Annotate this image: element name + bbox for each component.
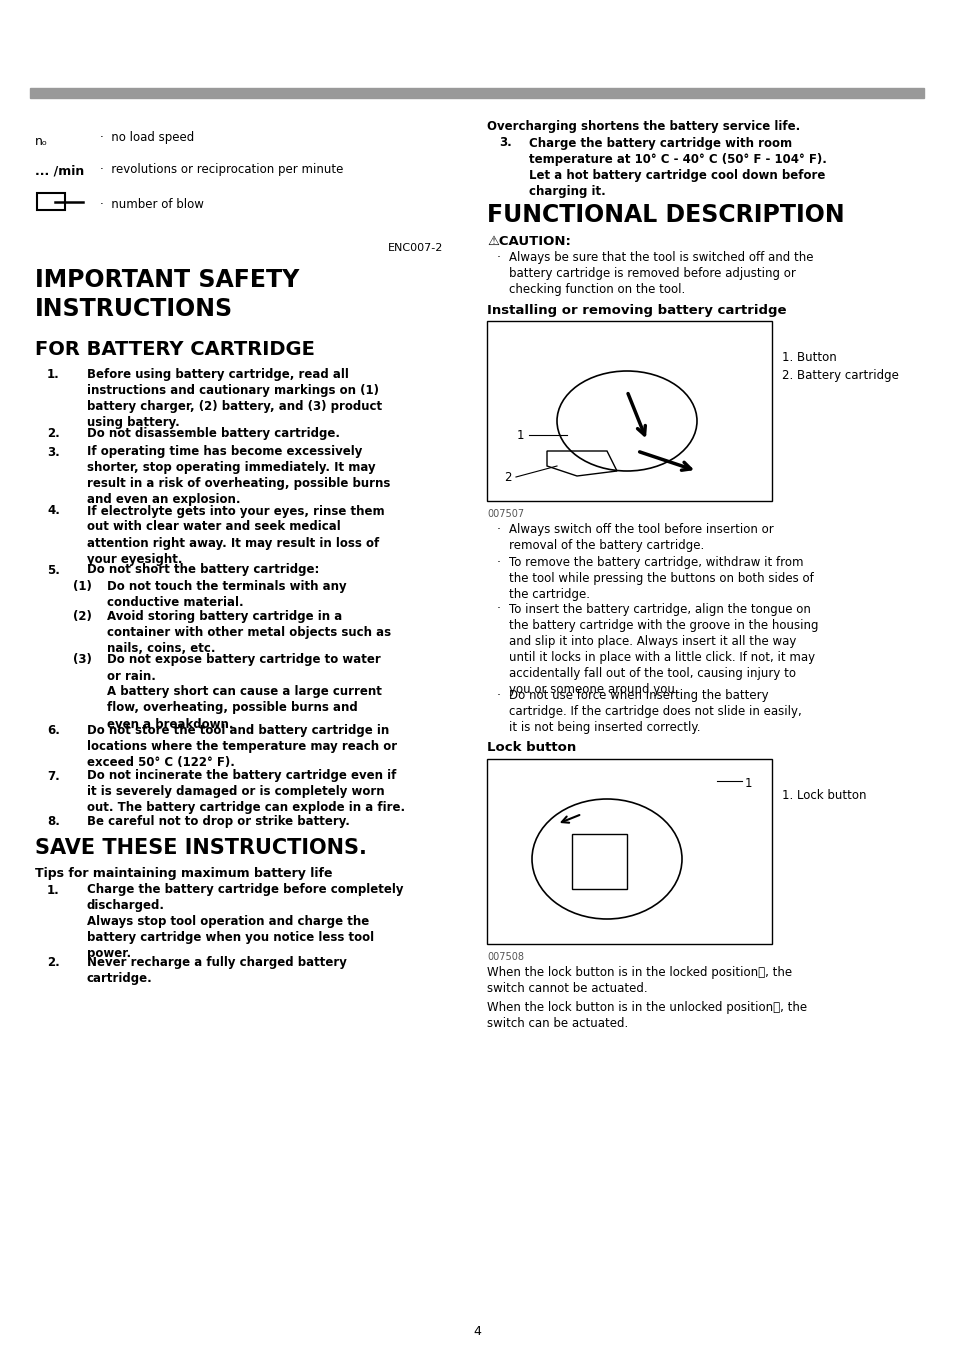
Text: 1: 1 [517,430,524,442]
Text: Lock button: Lock button [486,741,576,753]
Text: Avoid storing battery cartridge in a
container with other metal objects such as
: Avoid storing battery cartridge in a con… [107,610,391,654]
Text: 6.: 6. [47,724,60,737]
Text: Never recharge a fully charged battery
cartridge.: Never recharge a fully charged battery c… [87,957,347,985]
Text: (1): (1) [73,580,91,593]
Text: ·: · [497,252,500,264]
Text: When the lock button is in the locked positionⓂ, the
switch cannot be actuated.: When the lock button is in the locked po… [486,966,791,995]
Text: If operating time has become excessively
shorter, stop operating immediately. It: If operating time has become excessively… [87,446,390,507]
Text: Charge the battery cartridge with room
temperature at 10° C - 40° C (50° F - 104: Charge the battery cartridge with room t… [529,137,826,198]
Text: 2.: 2. [47,427,60,440]
Text: Do not incinerate the battery cartridge even if
it is severely damaged or is com: Do not incinerate the battery cartridge … [87,770,405,814]
Text: Do not store the tool and battery cartridge in
locations where the temperature m: Do not store the tool and battery cartri… [87,724,396,770]
Text: Overcharging shortens the battery service life.: Overcharging shortens the battery servic… [486,121,800,133]
Text: 8.: 8. [47,814,60,828]
Bar [37,192,65,210]
Text: To remove the battery cartridge, withdraw it from
the tool while pressing the bu: To remove the battery cartridge, withdra… [509,556,813,602]
Text: If electrolyte gets into your eyes, rinse them
out with clear water and seek med: If electrolyte gets into your eyes, rins… [87,504,384,565]
Text: ·  no load speed: · no load speed [100,131,194,144]
Text: 1: 1 [744,776,752,790]
Bar [486,321,771,501]
Text: Always be sure that the tool is switched off and the
battery cartridge is remove: Always be sure that the tool is switched… [509,252,813,297]
Text: FOR BATTERY CARTRIDGE: FOR BATTERY CARTRIDGE [35,340,314,359]
Text: 007507: 007507 [486,509,523,519]
Bar [486,759,771,944]
Text: ·: · [497,690,500,702]
Text: 4.: 4. [47,504,60,518]
Text: IMPORTANT SAFETY
INSTRUCTIONS: IMPORTANT SAFETY INSTRUCTIONS [35,268,299,321]
Text: 3.: 3. [47,446,60,458]
Text: Always switch off the tool before insertion or
removal of the battery cartridge.: Always switch off the tool before insert… [509,523,773,551]
Text: 5.: 5. [47,564,60,576]
Text: 1.: 1. [47,369,60,381]
Text: 1.: 1. [47,883,60,897]
Bar [572,833,626,889]
Text: 2: 2 [503,472,511,484]
Text: When the lock button is in the unlocked positionⓂ, the
switch can be actuated.: When the lock button is in the unlocked … [486,1001,806,1030]
Text: 2. Battery cartridge: 2. Battery cartridge [781,369,898,382]
Text: 4: 4 [473,1325,480,1337]
Text: ·: · [497,556,500,569]
Text: FUNCTIONAL DESCRIPTION: FUNCTIONAL DESCRIPTION [486,202,843,226]
Text: (2): (2) [73,610,91,623]
Text: Do not touch the terminals with any
conductive material.: Do not touch the terminals with any cond… [107,580,346,608]
Text: Do not use force when inserting the battery
cartridge. If the cartridge does not: Do not use force when inserting the batt… [509,690,801,734]
Text: Charge the battery cartridge before completely
discharged.
Always stop tool oper: Charge the battery cartridge before comp… [87,883,403,961]
Text: ENC007-2: ENC007-2 [387,243,442,253]
Text: 7.: 7. [47,770,60,782]
Text: 3.: 3. [498,137,511,149]
Text: 1. Button: 1. Button [781,351,836,364]
Text: Before using battery cartridge, read all
instructions and cautionary markings on: Before using battery cartridge, read all… [87,369,382,430]
Text: (3): (3) [73,653,91,667]
Text: ·: · [497,523,500,537]
Text: 2.: 2. [47,957,60,969]
Text: Installing or removing battery cartridge: Installing or removing battery cartridge [486,304,785,317]
Text: 1. Lock button: 1. Lock button [781,789,865,802]
Text: ... /min: ... /min [35,165,84,178]
Text: Do not expose battery cartridge to water
or rain.
A battery short can cause a la: Do not expose battery cartridge to water… [107,653,381,730]
Text: ·: · [497,603,500,615]
Text: nₒ: nₒ [35,136,48,148]
Text: ⚠CAUTION:: ⚠CAUTION: [486,234,570,248]
Text: Do not short the battery cartridge:: Do not short the battery cartridge: [87,564,319,576]
Text: Do not disassemble battery cartridge.: Do not disassemble battery cartridge. [87,427,339,440]
Text: To insert the battery cartridge, align the tongue on
the battery cartridge with : To insert the battery cartridge, align t… [509,603,818,695]
Text: SAVE THESE INSTRUCTIONS.: SAVE THESE INSTRUCTIONS. [35,839,367,859]
Text: 007508: 007508 [486,953,523,962]
Text: ·  revolutions or reciprocation per minute: · revolutions or reciprocation per minut… [100,163,343,176]
Text: Be careful not to drop or strike battery.: Be careful not to drop or strike battery… [87,814,350,828]
Text: ·  number of blow: · number of blow [100,198,204,211]
Bar [30,88,923,98]
Text: Tips for maintaining maximum battery life: Tips for maintaining maximum battery lif… [35,866,333,879]
